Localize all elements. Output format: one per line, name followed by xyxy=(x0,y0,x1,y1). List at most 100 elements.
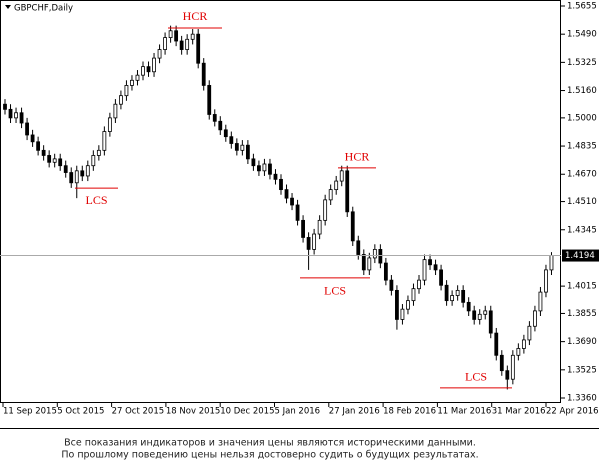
candle-body xyxy=(372,248,377,259)
y-tick-label: 1.3525 xyxy=(567,365,597,375)
candle-body xyxy=(218,120,223,131)
candle-body xyxy=(119,95,123,105)
x-tick-label: 31 Mar 2016 xyxy=(492,407,546,417)
candle-body xyxy=(96,149,101,156)
candle-body xyxy=(538,291,543,312)
candle-body xyxy=(107,117,112,132)
candle-body xyxy=(130,79,134,86)
candle-body xyxy=(58,158,63,167)
candle-body xyxy=(207,85,212,115)
candle-body xyxy=(47,155,52,163)
y-tick-label: 1.4510 xyxy=(567,197,597,207)
candle-body xyxy=(113,103,118,119)
candle-body xyxy=(433,264,438,271)
candle-body xyxy=(229,136,234,144)
candle-body xyxy=(505,370,510,380)
annotation-label: HCR xyxy=(345,150,370,164)
candle-body xyxy=(3,103,7,110)
candle-body xyxy=(444,284,449,302)
candle-body xyxy=(152,57,156,73)
candle-body xyxy=(179,40,184,50)
candle-body xyxy=(301,219,305,238)
candle-body xyxy=(157,49,162,59)
candle-body xyxy=(251,158,256,167)
x-tick-label: 27 Jan 2016 xyxy=(329,407,380,417)
x-tick-label: 5 Jan 2016 xyxy=(275,407,321,417)
candle-body xyxy=(85,165,90,177)
candle-body xyxy=(273,173,278,180)
candle-body xyxy=(494,332,499,356)
candle-body xyxy=(14,112,18,119)
y-tick-label: 1.5325 xyxy=(567,58,597,68)
candle-body xyxy=(295,204,300,221)
y-tick-label: 1.4835 xyxy=(567,142,597,152)
candle-body xyxy=(483,310,488,315)
candle-body xyxy=(450,295,455,302)
candle-body xyxy=(516,348,521,356)
candle-body xyxy=(499,354,504,372)
y-tick-label: 1.3855 xyxy=(567,309,597,319)
candle-body xyxy=(80,170,85,177)
candle-body xyxy=(135,74,140,81)
candle-body xyxy=(234,143,239,151)
candle-body xyxy=(367,257,372,271)
y-tick-label: 1.4345 xyxy=(567,225,597,235)
menu-arrow[interactable] xyxy=(5,5,11,9)
candle-body xyxy=(41,149,46,156)
candle-body xyxy=(141,66,145,76)
candle-body xyxy=(455,289,460,296)
x-tick-label: 27 Oct 2015 xyxy=(112,407,165,417)
price-tag-label: 1.4194 xyxy=(565,251,595,261)
candle-body xyxy=(196,33,201,64)
candle-body xyxy=(91,155,96,167)
candle-body xyxy=(544,269,548,293)
y-tick-label: 1.5160 xyxy=(567,86,597,96)
price-tag xyxy=(562,249,599,262)
candle-body xyxy=(549,255,554,271)
candle-body xyxy=(262,163,267,172)
candle-body xyxy=(477,313,482,320)
y-tick-label: 1.5655 xyxy=(567,2,597,12)
candle-body xyxy=(25,122,29,136)
candle-body xyxy=(190,33,195,40)
candle-body xyxy=(323,199,328,221)
candle-body xyxy=(290,197,294,206)
y-tick-label: 1.4015 xyxy=(567,282,597,292)
candle-body xyxy=(163,37,167,50)
y-tick-label: 1.3360 xyxy=(567,394,597,404)
candle-body xyxy=(19,112,24,124)
candle-body xyxy=(417,279,421,290)
candle-body xyxy=(361,254,366,271)
disclaimer-line: Все показания индикаторов и значения цен… xyxy=(64,438,476,449)
x-tick-label: 5 Oct 2015 xyxy=(57,407,104,417)
candle-body xyxy=(223,129,228,138)
candle-body xyxy=(146,66,151,73)
candle-body xyxy=(257,165,261,172)
candle-body xyxy=(174,30,179,42)
candle-body xyxy=(185,38,190,50)
candle-body xyxy=(306,237,311,250)
candle-body xyxy=(36,141,41,151)
plot-frame xyxy=(0,0,561,403)
candle-body xyxy=(284,189,289,199)
candle-body xyxy=(400,308,405,320)
annotation-label: LCS xyxy=(85,193,107,207)
candle-body xyxy=(395,289,399,320)
candle-body xyxy=(411,288,416,302)
candle-body xyxy=(439,269,443,286)
candle-body xyxy=(245,144,250,160)
candle-body xyxy=(124,85,129,97)
annotation-label: LCS xyxy=(465,370,487,384)
candle-body xyxy=(63,165,68,173)
candle-body xyxy=(168,30,173,38)
x-tick-label: 11 Mar 2016 xyxy=(437,407,491,417)
x-tick-label: 10 Dec 2015 xyxy=(220,407,274,417)
candle-body xyxy=(339,170,344,182)
candle-body xyxy=(334,180,339,191)
y-tick-label: 1.5000 xyxy=(567,113,597,123)
annotation-label: HCR xyxy=(183,9,208,23)
candle-body xyxy=(279,178,283,191)
candle-body xyxy=(510,354,515,380)
